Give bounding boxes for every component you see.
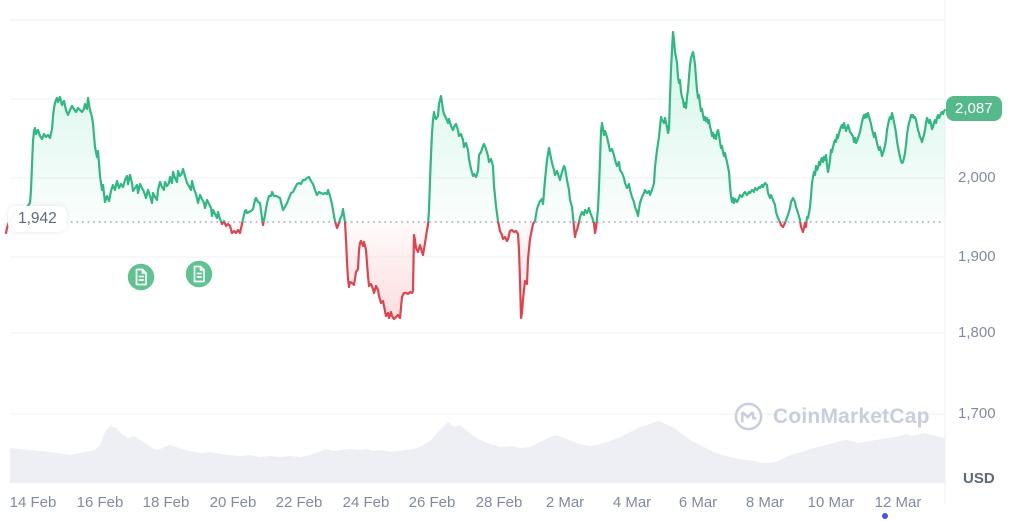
baseline-price-value: 1,942 [18,210,57,227]
news-document-icon [125,261,157,293]
x-axis-tick-label: 8 Mar [745,494,785,511]
price-area-above-baseline [6,32,945,222]
last-price-badge: 2,087 [946,96,1002,121]
currency-unit-label: USD [963,470,995,487]
x-axis-tick-label: 4 Mar [612,494,652,511]
x-axis-tick-label: 26 Feb [408,494,456,511]
coinmarketcap-logo-icon [734,402,763,431]
coinmarketcap-watermark: CoinMarketCap [733,401,930,432]
baseline-price-label: 1,942 [8,206,67,232]
x-axis-tick-label: 24 Feb [342,494,390,511]
watermark-text: CoinMarketCap [773,404,930,428]
x-axis-tick-label: 16 Feb [76,494,124,511]
price-line-green [7,30,947,222]
timeline-cursor-dot [882,513,888,519]
x-axis-tick-label: 10 Mar [807,494,855,511]
news-document-icon [183,258,215,290]
x-axis-tick-label: 2 Mar [545,494,585,511]
y-axis-tick-label: 1,900 [958,248,996,265]
x-axis-tick-label: 12 Mar [874,494,922,511]
x-axis-tick-label: 18 Feb [142,494,190,511]
volume-area [10,421,945,483]
x-axis-tick-label: 14 Feb [9,494,57,511]
x-axis-tick-label: 22 Feb [275,494,323,511]
news-event-marker[interactable] [125,261,157,293]
news-event-marker[interactable] [183,258,215,290]
y-axis-tick-label: 1,700 [958,405,996,422]
x-axis-tick-label: 20 Feb [209,494,257,511]
last-price-value: 2,087 [955,100,993,117]
x-axis-tick-label: 6 Mar [678,494,718,511]
y-axis-tick-label: 2,000 [958,169,996,186]
y-axis-tick-label: 1,800 [958,324,996,341]
x-axis-tick-label: 28 Feb [475,494,523,511]
